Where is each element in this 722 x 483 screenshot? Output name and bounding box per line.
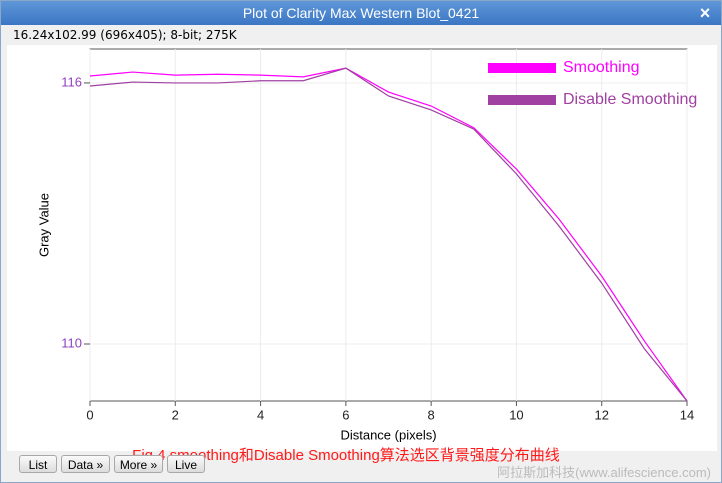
close-button[interactable]: × — [699, 3, 711, 23]
legend-swatch — [488, 95, 556, 105]
x-axis-label: Distance (pixels) — [340, 427, 436, 442]
live-button[interactable]: Live — [167, 455, 205, 473]
data-line — [89, 67, 688, 402]
figure-caption: Fig.4 smoothing和Disable Smoothing算法选区背景强… — [132, 447, 560, 464]
x-tick-label: 2 — [172, 407, 179, 422]
watermark: 阿拉斯加科技(www.alifescience.com) — [497, 465, 711, 480]
x-tick-label: 10 — [509, 407, 523, 422]
legend-label: Disable Smoothing — [563, 91, 697, 108]
data-line — [89, 67, 688, 402]
x-tick-label: 6 — [342, 407, 349, 422]
x-tick-label: 12 — [594, 407, 608, 422]
image-info: 16.24x102.99 (696x405); 8-bit; 275K — [13, 28, 237, 42]
plot-background — [7, 45, 717, 451]
list-button[interactable]: List — [19, 455, 57, 473]
title-bar: Plot of Clarity Max Western Blot_0421 — [1, 1, 721, 25]
x-tick-label: 4 — [257, 407, 264, 422]
y-tick-label: 110 — [61, 335, 82, 350]
legend-label: Smoothing — [563, 59, 640, 76]
window-title: Plot of Clarity Max Western Blot_0421 — [242, 5, 480, 21]
data-button[interactable]: Data » — [61, 455, 110, 473]
y-axis-label: Gray Value — [36, 193, 51, 257]
legend-swatch — [488, 63, 556, 73]
y-tick-label: 116 — [61, 74, 82, 89]
x-tick-label: 14 — [680, 407, 694, 422]
x-tick-label: 0 — [86, 407, 93, 422]
x-tick-label: 8 — [428, 407, 435, 422]
more-button[interactable]: More » — [114, 455, 163, 473]
